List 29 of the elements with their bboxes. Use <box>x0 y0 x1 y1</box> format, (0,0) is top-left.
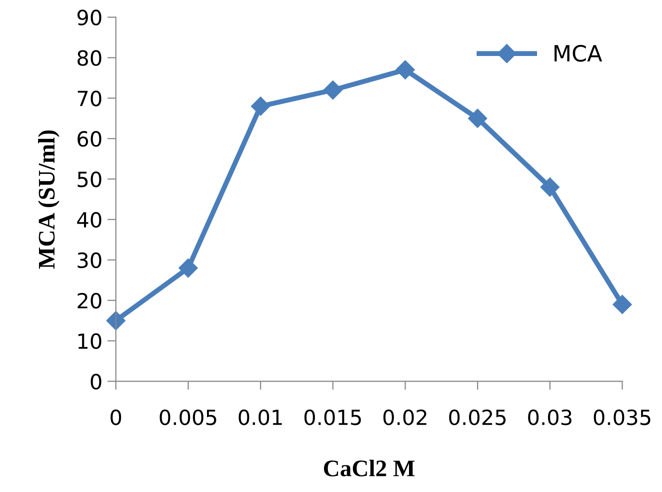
y-tick-label: 80 <box>78 50 102 66</box>
y-axis-title: MCA (SU/ml) <box>38 130 60 269</box>
y-tick-label: 60 <box>78 131 102 147</box>
point <box>396 60 415 80</box>
x-tick-label: 0.015 <box>304 409 361 426</box>
x-tick-label: 0.01 <box>238 409 282 426</box>
x-tick-label: 0 <box>110 409 122 426</box>
x-tick-label: 0.02 <box>383 409 426 426</box>
y-tick-label: 90 <box>77 10 102 26</box>
x-tick-label: 0.025 <box>449 409 506 426</box>
point <box>612 294 632 314</box>
point <box>323 80 342 100</box>
y-tick-label: 70 <box>78 90 102 106</box>
point <box>178 258 198 278</box>
y-tick-label: 20 <box>78 292 102 309</box>
y-tick-label: 50 <box>78 171 102 188</box>
y-tick-label: 30 <box>78 252 102 268</box>
point <box>106 311 126 330</box>
y-tick-label: 40 <box>77 212 102 228</box>
point <box>251 96 270 116</box>
legend-label: MCA <box>554 44 602 62</box>
point <box>540 178 560 197</box>
x-tick-label: 0.03 <box>528 409 572 426</box>
x-tick-label: 0.005 <box>160 409 216 426</box>
y-tick-label: 10 <box>78 333 102 350</box>
x-axis-title: CaCl2 M <box>324 460 415 476</box>
point <box>468 108 488 128</box>
x-tick-label: 0.035 <box>594 409 650 426</box>
y-tick-label: 0 <box>90 374 102 390</box>
